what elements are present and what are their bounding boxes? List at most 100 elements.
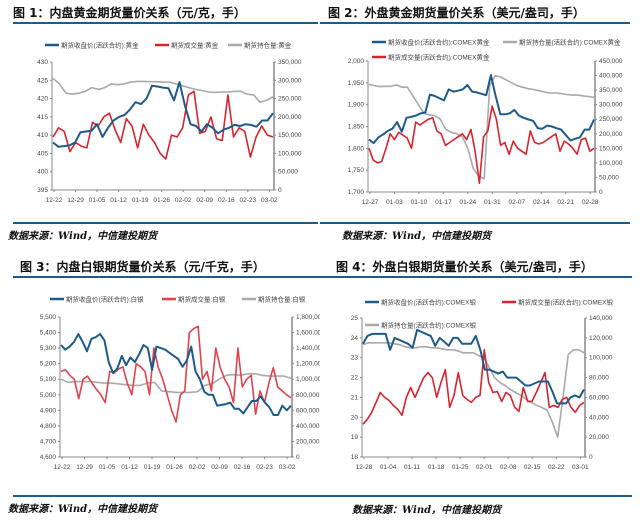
y2-tick-label: 150,000 bbox=[599, 145, 623, 152]
legend-label: 期货收盘价(活跃合约):白银 bbox=[66, 295, 144, 304]
y2-tick-label: 1,800,000 bbox=[296, 314, 320, 321]
title-rule bbox=[320, 22, 630, 24]
source-note: 数据来源：Wind，中信建投期货 bbox=[8, 504, 158, 515]
legend-label: 期货持仓量(活跃合约):COMEX黄金 bbox=[519, 38, 621, 47]
x-tick-label: 02-09 bbox=[211, 464, 228, 471]
footer-rule bbox=[320, 495, 632, 497]
legend-label: 期货持仓量:黄金 bbox=[244, 41, 292, 50]
y-tick-label: 5,500 bbox=[40, 314, 57, 321]
y2-tick-label: 200,000 bbox=[278, 114, 302, 121]
y2-tick-label: 80,000 bbox=[589, 375, 609, 382]
x-tick-label: 02-07 bbox=[508, 199, 525, 206]
y-tick-label: 22 bbox=[351, 375, 359, 382]
y2-tick-label: 300,000 bbox=[278, 77, 302, 84]
x-tick-label: 01-12 bbox=[110, 197, 127, 204]
y-tick-label: 430 bbox=[37, 59, 48, 66]
title-rule bbox=[320, 276, 632, 278]
x-tick-label: 02-02 bbox=[189, 464, 206, 471]
x-tick-label: 01-17 bbox=[435, 199, 452, 206]
y2-tick-label: 50,000 bbox=[278, 169, 298, 176]
y2-tick-label: 0 bbox=[589, 454, 593, 461]
series-line-open-interest bbox=[60, 373, 292, 394]
legend-label: 期货收盘价(活跃合约):COMEX黄金 bbox=[388, 38, 490, 47]
x-tick-label: 02-14 bbox=[533, 199, 550, 206]
chart-title: 图 3：内盘白银期货量价关系（元/千克，手） bbox=[20, 260, 265, 274]
series-line-volume bbox=[362, 349, 585, 425]
legend-label: 期货收盘价(活跃合约):黄金 bbox=[61, 41, 139, 50]
y2-tick-label: 350,000 bbox=[278, 59, 302, 66]
y2-tick-label: 200,000 bbox=[296, 438, 320, 445]
y2-tick-label: 600,000 bbox=[296, 407, 320, 414]
y-tick-label: 4,600 bbox=[40, 454, 57, 461]
x-tick-label: 01-11 bbox=[404, 464, 421, 471]
y2-tick-label: 60,000 bbox=[589, 394, 609, 401]
x-tick-label: 01-04 bbox=[380, 464, 397, 471]
series-line-volume bbox=[368, 105, 595, 185]
series-line-price bbox=[52, 81, 274, 148]
series-line-open-interest bbox=[368, 74, 595, 180]
y-tick-label: 405 bbox=[37, 150, 48, 157]
footer-rule bbox=[13, 495, 320, 497]
x-tick-label: 02-23 bbox=[256, 464, 273, 471]
x-tick-label: 03-01 bbox=[572, 464, 589, 471]
chart-2-svg: 1,700 1,750 1,800 1,850 1,900 1,950 2,000 0 50,0… bbox=[348, 38, 623, 207]
chart-3-svg: 4,600 4,700 4,800 4,900 5,000 5,100 5,200 5,300… bbox=[40, 295, 320, 472]
y2-tick-label: 400,000 bbox=[599, 73, 623, 80]
x-tick-label: 02-23 bbox=[239, 197, 256, 204]
y-tick-label: 23 bbox=[351, 355, 359, 362]
x-tick-label: 03-02 bbox=[279, 464, 296, 471]
y-tick-label: 4,700 bbox=[40, 438, 57, 445]
y-tick-label: 4,800 bbox=[40, 423, 57, 430]
y-tick-label: 2,000 bbox=[348, 58, 365, 65]
source-note: 数据来源：Wind，中信建投期货 bbox=[342, 231, 492, 242]
x-tick-label: 02-28 bbox=[582, 199, 599, 206]
y-tick-label: 20 bbox=[351, 414, 359, 421]
chart-title: 图 4：外盘白银期货量价关系（美元/盎司，手） bbox=[336, 260, 593, 274]
y-tick-label: 5,200 bbox=[40, 361, 57, 368]
x-tick-label: 02-22 bbox=[548, 464, 565, 471]
y-tick-label: 415 bbox=[37, 114, 48, 121]
chart-title: 图 2：外盘黄金期货量价关系（美元/盎司，手） bbox=[328, 6, 585, 20]
y2-tick-label: 450,000 bbox=[599, 58, 623, 65]
chart-panel-2: 图 2：外盘黄金期货量价关系（美元/盎司，手） 1,700 1,750 1,800 1… bbox=[320, 0, 640, 255]
y2-tick-label: 50,000 bbox=[599, 174, 619, 181]
y-tick-label: 19 bbox=[351, 434, 359, 441]
y2-tick-label: 20,000 bbox=[589, 434, 609, 441]
y2-tick-label: 300,000 bbox=[599, 102, 623, 109]
x-tick-label: 01-05 bbox=[99, 464, 116, 471]
x-tick-label: 12-22 bbox=[46, 197, 63, 204]
x-tick-label: 01-18 bbox=[428, 464, 445, 471]
y2-tick-label: 250,000 bbox=[599, 116, 623, 123]
y-tick-label: 410 bbox=[37, 132, 48, 139]
y-tick-label: 400 bbox=[37, 169, 48, 176]
x-tick-label: 01-26 bbox=[153, 197, 170, 204]
chart-title: 图 1：内盘黄金期货量价关系（元/克，手） bbox=[13, 6, 246, 20]
legend-label: 期货收盘价(活跃合约):COMEX银 bbox=[381, 298, 476, 307]
y2-tick-label: 1,600,000 bbox=[296, 330, 320, 337]
y-tick-label: 1,900 bbox=[348, 102, 365, 109]
y2-tick-label: 0 bbox=[296, 454, 300, 461]
x-tick-label: 01-19 bbox=[132, 197, 149, 204]
y2-tick-label: 400,000 bbox=[296, 423, 320, 430]
x-tick-label: 02-15 bbox=[524, 464, 541, 471]
chart-1-svg: 395 400 405 410 415 420 425 430 0 50,000 100,000 15… bbox=[37, 41, 302, 205]
x-tick-label: 02-08 bbox=[500, 464, 517, 471]
legend-label: 期货持仓量(活跃合约):COMEX银 bbox=[381, 321, 476, 330]
x-tick-label: 03-02 bbox=[261, 197, 278, 204]
y-tick-label: 1,750 bbox=[348, 167, 365, 174]
y2-tick-label: 40,000 bbox=[589, 414, 609, 421]
x-tick-label: 12-28 bbox=[356, 464, 373, 471]
x-tick-label: 02-16 bbox=[234, 464, 251, 471]
chart-panel-3: 图 3：内盘白银期货量价关系（元/千克，手） 4,600 4,700 4,800 4,… bbox=[0, 255, 320, 522]
y2-tick-label: 100,000 bbox=[589, 355, 613, 362]
legend-label: 期货成交量(活跃合约):COMEX银 bbox=[518, 298, 613, 307]
series-line-open-interest bbox=[52, 77, 274, 103]
y2-tick-label: 350,000 bbox=[599, 87, 623, 94]
y-tick-label: 1,850 bbox=[348, 124, 365, 131]
series-line-open-interest bbox=[362, 342, 585, 438]
y-tick-label: 5,100 bbox=[40, 376, 57, 383]
x-tick-label: 01-03 bbox=[386, 199, 403, 206]
x-tick-label: 01-10 bbox=[411, 199, 428, 206]
footer-rule bbox=[320, 222, 630, 224]
x-tick-label: 01-24 bbox=[460, 199, 477, 206]
